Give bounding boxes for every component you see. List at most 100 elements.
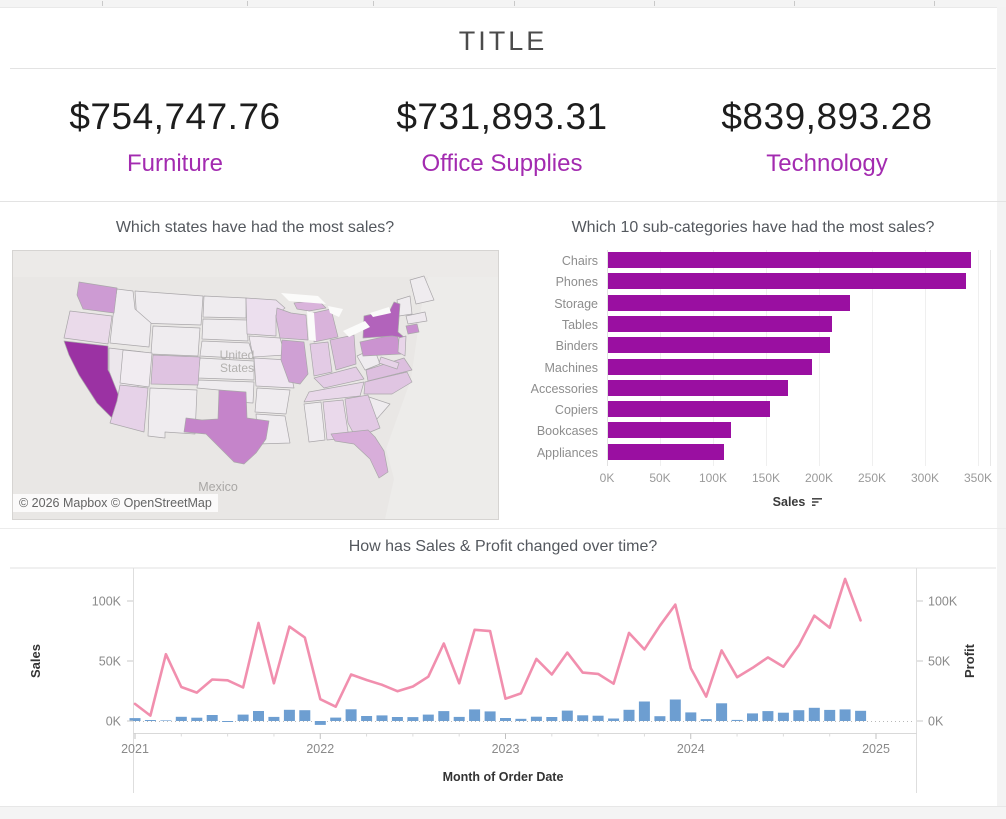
profit-bar[interactable] bbox=[175, 716, 187, 721]
profit-bar[interactable] bbox=[345, 709, 357, 721]
profit-bar[interactable] bbox=[577, 715, 589, 721]
bar-appliances[interactable] bbox=[608, 443, 724, 460]
timeseries-title: How has Sales & Profit changed over time… bbox=[348, 538, 658, 555]
state-TN[interactable] bbox=[303, 381, 365, 403]
state-WY[interactable] bbox=[150, 325, 201, 357]
bar-accessories[interactable] bbox=[608, 379, 789, 396]
state-ND[interactable] bbox=[202, 295, 247, 319]
profit-bar[interactable] bbox=[268, 716, 280, 721]
sort-descending-icon[interactable] bbox=[812, 497, 823, 507]
profit-bar[interactable] bbox=[206, 715, 218, 721]
map-attribution[interactable]: © 2026 Mapbox © OpenStreetMap bbox=[13, 494, 218, 512]
profit-bar[interactable] bbox=[191, 717, 203, 721]
profit-bar[interactable] bbox=[422, 714, 434, 721]
state-MA[interactable] bbox=[405, 311, 428, 325]
state-IN[interactable] bbox=[309, 341, 333, 377]
profit-bar[interactable] bbox=[299, 710, 311, 721]
subcat-axis-label: Sales bbox=[772, 495, 806, 509]
profit-bar[interactable] bbox=[808, 707, 820, 721]
state-OH[interactable] bbox=[329, 334, 357, 371]
bar-phones[interactable] bbox=[608, 273, 967, 290]
state-ME[interactable] bbox=[409, 275, 435, 305]
bar-tables[interactable] bbox=[608, 315, 832, 332]
profit-bar[interactable] bbox=[623, 709, 635, 721]
state-NC[interactable] bbox=[363, 371, 413, 395]
profit-bar[interactable] bbox=[407, 717, 419, 721]
map-label-united: United bbox=[220, 348, 255, 362]
profit-bar[interactable] bbox=[253, 711, 264, 721]
profit-bar[interactable] bbox=[716, 703, 728, 721]
state-UT[interactable] bbox=[119, 349, 153, 388]
profit-bar[interactable] bbox=[361, 716, 373, 721]
profit-bar[interactable] bbox=[160, 720, 172, 721]
state-ID[interactable] bbox=[109, 288, 152, 348]
profit-bar[interactable] bbox=[376, 715, 388, 721]
sales-map[interactable]: United States Mexico © 2026 Mapbox © Ope… bbox=[12, 250, 499, 520]
state-WA[interactable] bbox=[76, 281, 118, 314]
profit-bar[interactable] bbox=[638, 701, 650, 722]
state-AZ[interactable] bbox=[109, 384, 149, 433]
profit-bar[interactable] bbox=[453, 716, 465, 721]
bar-binders[interactable] bbox=[608, 337, 830, 354]
profit-bar[interactable] bbox=[484, 711, 496, 721]
profit-bar[interactable] bbox=[685, 712, 697, 721]
window-tab-tick bbox=[514, 1, 515, 6]
state-MS[interactable] bbox=[303, 401, 326, 443]
profit-bar[interactable] bbox=[469, 709, 481, 721]
state-WI[interactable] bbox=[275, 307, 309, 341]
profit-bar[interactable] bbox=[561, 710, 573, 721]
profit-bar[interactable] bbox=[777, 712, 789, 721]
profit-bar[interactable] bbox=[222, 721, 234, 722]
profit-bar[interactable] bbox=[530, 716, 542, 721]
bar-chairs[interactable] bbox=[608, 252, 971, 268]
state-CO[interactable] bbox=[150, 354, 201, 386]
profit-bar[interactable] bbox=[515, 718, 527, 721]
state-AR[interactable] bbox=[254, 387, 291, 415]
profit-bar[interactable] bbox=[747, 713, 758, 721]
profit-bar[interactable] bbox=[762, 711, 774, 721]
state-OR[interactable] bbox=[63, 310, 113, 345]
profit-bar[interactable] bbox=[129, 718, 141, 721]
profit-bar[interactable] bbox=[592, 715, 604, 721]
profit-bar[interactable] bbox=[855, 710, 867, 721]
state-NJ[interactable] bbox=[397, 335, 407, 357]
profit-bar[interactable] bbox=[793, 710, 805, 721]
state-MD[interactable] bbox=[378, 356, 400, 370]
state-IA[interactable] bbox=[248, 335, 286, 358]
bar-machines[interactable] bbox=[608, 358, 812, 375]
profit-bar[interactable] bbox=[731, 719, 743, 721]
profit-bar[interactable] bbox=[438, 711, 450, 721]
profit-bar[interactable] bbox=[283, 709, 295, 721]
plot-right-border bbox=[990, 250, 991, 466]
profit-bar[interactable] bbox=[237, 714, 249, 721]
bar-copiers[interactable] bbox=[608, 401, 771, 418]
state-IL[interactable] bbox=[280, 339, 309, 385]
profit-bar[interactable] bbox=[654, 716, 666, 721]
profit-bar[interactable] bbox=[700, 719, 712, 721]
state-FL[interactable] bbox=[330, 429, 389, 479]
profit-bar[interactable] bbox=[824, 709, 836, 721]
sales-line[interactable] bbox=[133, 577, 862, 717]
left-y-tick-label: 100K bbox=[92, 595, 122, 609]
kpi-office-supplies-label: Office Supplies bbox=[421, 150, 583, 177]
us-choropleth-map: United States Mexico bbox=[13, 251, 498, 519]
subcat-axis-title[interactable]: Sales bbox=[608, 495, 988, 509]
profit-bar[interactable] bbox=[391, 717, 403, 721]
profit-bar[interactable] bbox=[608, 718, 620, 722]
year-tick-label: 2021 bbox=[121, 742, 149, 756]
state-KY[interactable] bbox=[313, 366, 365, 389]
profit-bar[interactable] bbox=[669, 699, 681, 722]
profit-bar[interactable] bbox=[314, 721, 326, 725]
profit-bar[interactable] bbox=[330, 717, 342, 721]
profit-bar[interactable] bbox=[144, 720, 156, 721]
profit-bar[interactable] bbox=[839, 709, 851, 721]
state-CT[interactable] bbox=[405, 323, 420, 335]
profit-bar[interactable] bbox=[500, 718, 511, 721]
profit-bar[interactable] bbox=[546, 717, 558, 721]
state-SD[interactable] bbox=[201, 318, 249, 342]
window-top-strip bbox=[0, 0, 1006, 8]
state-NY[interactable] bbox=[362, 301, 406, 339]
bar-storage[interactable] bbox=[608, 294, 850, 311]
bar-bookcases[interactable] bbox=[608, 422, 731, 439]
state-TX[interactable] bbox=[183, 389, 270, 465]
